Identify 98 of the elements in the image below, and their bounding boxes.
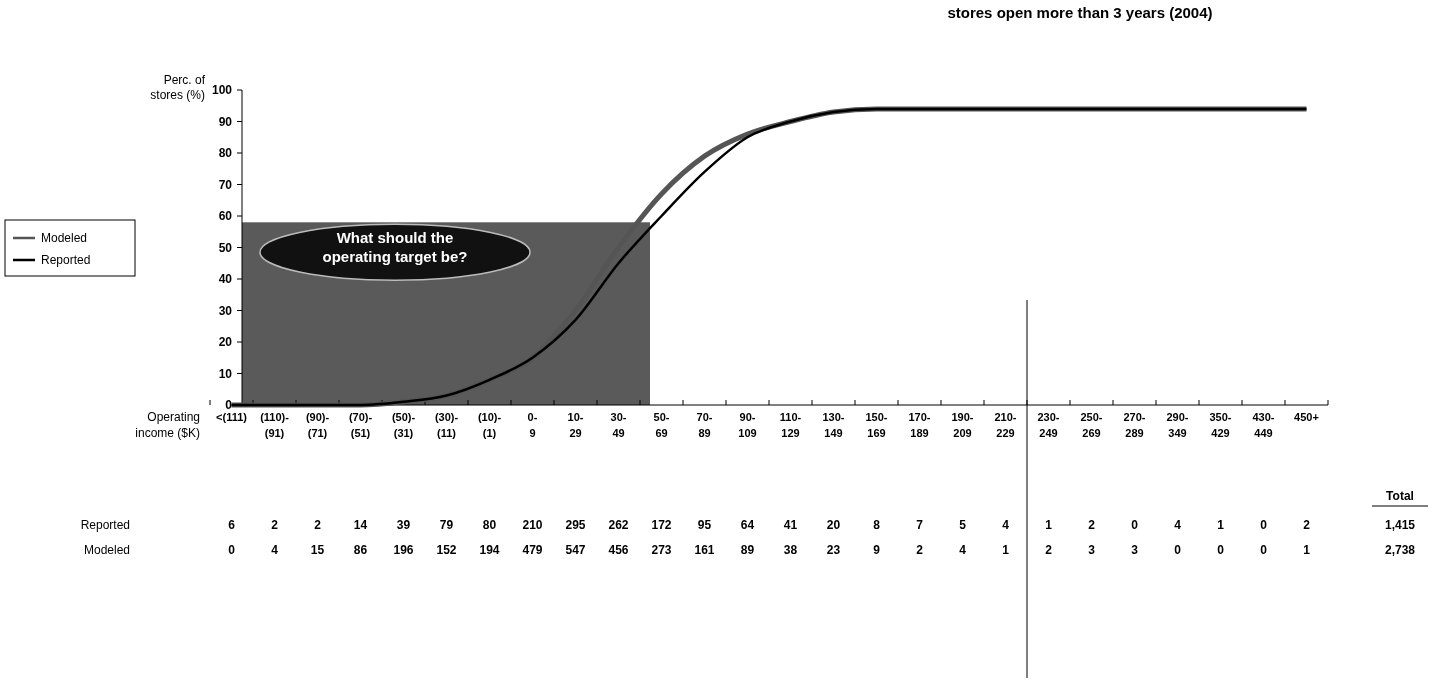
y2-tick-label: 1,415 bbox=[1384, 518, 1416, 532]
data-label: 295 bbox=[565, 518, 586, 532]
x-tick-label: 10-29 bbox=[567, 411, 584, 439]
data-label: 1 bbox=[1002, 543, 1010, 557]
data-label: 479 bbox=[522, 543, 543, 557]
x-tick-label: 190-209 bbox=[951, 411, 974, 439]
data-label: 1 bbox=[1217, 518, 1225, 532]
x-tick-label: (50)-(31) bbox=[391, 411, 416, 439]
y-tick-label: 10 bbox=[218, 366, 233, 381]
data-label: 6 bbox=[228, 518, 236, 532]
x-tick-label: 30-49 bbox=[610, 411, 627, 439]
text: Total bbox=[1386, 489, 1414, 503]
data-label: 2 bbox=[271, 518, 279, 532]
x-tick-label: 0-9 bbox=[527, 411, 538, 439]
data-label: 64 bbox=[740, 518, 755, 532]
x-tick-label: (10)-(1) bbox=[477, 411, 502, 439]
data-label: 86 bbox=[353, 543, 368, 557]
data-label: 8 bbox=[873, 518, 881, 532]
x-tick-label: (90)-(71) bbox=[305, 411, 330, 439]
data-label: 4 bbox=[959, 543, 967, 557]
y2-tick-label: 2,738 bbox=[1384, 543, 1416, 557]
x-tick-label: 150-169 bbox=[865, 411, 888, 439]
y-tick-label: 80 bbox=[218, 146, 233, 160]
legend-label: Modeled bbox=[41, 231, 88, 245]
y-tick-label: 30 bbox=[218, 303, 233, 318]
y-tick-label: 70 bbox=[218, 177, 233, 192]
x-tick-label: 450+ bbox=[1294, 411, 1319, 423]
shaded-callout-box: What should the operating target be? bbox=[242, 222, 650, 405]
data-label: 152 bbox=[436, 543, 457, 557]
chart-title: stores open more than 3 years (2004) bbox=[947, 4, 1213, 21]
x-tick-label: 350-429 bbox=[1209, 411, 1232, 439]
data-label: 2 bbox=[916, 543, 924, 557]
x-tick-label: (70)-(51) bbox=[348, 411, 373, 439]
data-label: 0 bbox=[1217, 543, 1225, 557]
data-label: 0 bbox=[1260, 543, 1268, 557]
data-label: 1 bbox=[1045, 518, 1053, 532]
data-label: 4 bbox=[1174, 518, 1182, 532]
data-label: 0 bbox=[1260, 518, 1268, 532]
data-label: 1 bbox=[1303, 543, 1311, 557]
data-label: 0 bbox=[1174, 543, 1182, 557]
data-label: 547 bbox=[565, 543, 586, 557]
data-label: 4 bbox=[271, 543, 279, 557]
x-tick-label: 250-269 bbox=[1080, 411, 1103, 439]
x-tick-label: 170-189 bbox=[908, 411, 931, 439]
data-label: 456 bbox=[608, 543, 629, 557]
data-label: 194 bbox=[479, 543, 500, 557]
data-label: 20 bbox=[826, 518, 841, 532]
data-label: 9 bbox=[873, 543, 881, 557]
x-tick-label: 70-89 bbox=[696, 411, 713, 439]
data-label: 0 bbox=[1131, 518, 1139, 532]
data-label: 4 bbox=[1002, 518, 1010, 532]
x-tick-label: (30)-(11) bbox=[434, 411, 459, 439]
y-tick-label: 60 bbox=[218, 209, 233, 223]
data-label: 210 bbox=[522, 518, 543, 532]
y-tick-label: 50 bbox=[218, 240, 233, 255]
x-tick-label: <(111) bbox=[216, 411, 248, 423]
y-tick-label: 40 bbox=[218, 272, 233, 286]
data-label: 3 bbox=[1131, 543, 1139, 557]
data-label: 2 bbox=[1045, 543, 1053, 557]
data-label: 196 bbox=[393, 543, 414, 557]
y-tick-label: 0 bbox=[225, 398, 233, 412]
data-label: 2 bbox=[1303, 518, 1311, 532]
y-tick-label: 100 bbox=[211, 83, 233, 97]
data-label: 79 bbox=[439, 518, 454, 532]
data-label: 38 bbox=[783, 543, 798, 557]
x-tick-label: 50-69 bbox=[653, 411, 670, 439]
x-tick-label: 230-249 bbox=[1037, 411, 1060, 439]
annotation: What should the operating target be? bbox=[322, 229, 468, 266]
data-label: 273 bbox=[651, 543, 672, 557]
data-label: 89 bbox=[740, 543, 755, 557]
x-tick-label: (110)-(91) bbox=[260, 411, 290, 439]
x-tick-label: 270-289 bbox=[1123, 411, 1146, 439]
data-label: 161 bbox=[694, 543, 715, 557]
x-tick-label: 430-449 bbox=[1252, 411, 1275, 439]
data-label: 41 bbox=[783, 518, 798, 532]
x-tick-label: 130-149 bbox=[822, 411, 845, 439]
data-label: 95 bbox=[697, 518, 712, 532]
y-tick-label: 20 bbox=[218, 335, 233, 349]
data-label: 2 bbox=[1088, 518, 1096, 532]
data-label: 3 bbox=[1088, 543, 1096, 557]
data-label: 23 bbox=[826, 543, 841, 557]
x-tick-label: 210-229 bbox=[994, 411, 1017, 439]
data-label: 5 bbox=[959, 518, 967, 532]
y-tick-label: 90 bbox=[218, 114, 233, 129]
data-label: 15 bbox=[310, 543, 325, 557]
data-label: 80 bbox=[482, 518, 497, 532]
data-label: 262 bbox=[608, 518, 629, 532]
data-label: 172 bbox=[651, 518, 672, 532]
data-label: 39 bbox=[396, 518, 411, 532]
x-tick-label: 290-349 bbox=[1166, 411, 1189, 439]
x-tick-label: 110-129 bbox=[779, 411, 802, 439]
x-tick-label: 90-109 bbox=[738, 411, 757, 439]
x-axis-title: Operating income ($K) bbox=[135, 410, 200, 440]
legend-label: Reported bbox=[41, 253, 91, 267]
y-axis-title: Perc. of stores (%) bbox=[150, 73, 206, 102]
data-label: 14 bbox=[353, 518, 368, 532]
data-label: 7 bbox=[916, 518, 924, 532]
data-label: 2 bbox=[314, 518, 322, 532]
